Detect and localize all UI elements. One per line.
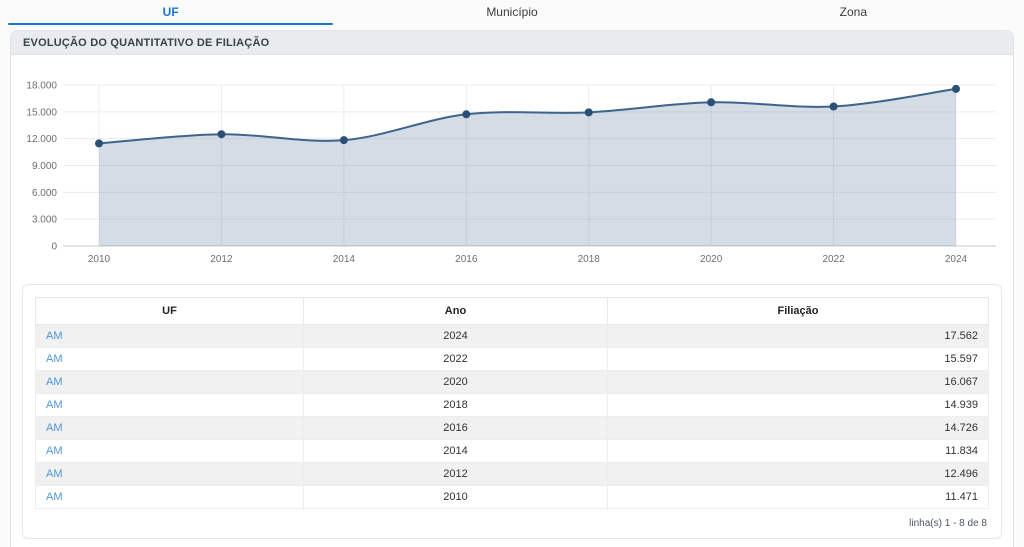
uf-cell: AM — [36, 325, 304, 348]
chart-data-point — [217, 130, 225, 138]
filiation-table: UF Ano Filiação AM 202417.562 AM 202215.597… — [35, 297, 989, 509]
filiacao-cell: 12.496 — [608, 463, 989, 486]
table-header-row: UF Ano Filiação — [36, 298, 989, 325]
table-row: AM 201814.939 — [36, 394, 989, 417]
x-axis-tick-label: 2024 — [945, 254, 968, 265]
filiation-panel: EVOLUÇÃO DO QUANTITATIVO DE FILIAÇÃO 0 3.… — [10, 30, 1014, 547]
table-row: AM 201212.496 — [36, 463, 989, 486]
uf-cell: AM — [36, 486, 304, 509]
column-header-ano: Ano — [304, 298, 608, 325]
filiation-table-panel: UF Ano Filiação AM 202417.562 AM 202215.597… — [22, 284, 1002, 539]
filiacao-cell: 11.834 — [608, 440, 989, 463]
y-axis-tick-label: 9.000 — [32, 161, 57, 172]
row-count-status: linha(s) 1 - 8 de 8 — [35, 509, 989, 536]
x-axis-tick-label: 2012 — [210, 254, 233, 265]
uf-link[interactable]: AM — [46, 468, 63, 480]
ano-cell: 2020 — [304, 371, 608, 394]
x-axis-tick-label: 2014 — [333, 254, 356, 265]
tab-municipio[interactable]: Município — [341, 3, 682, 26]
filiacao-cell: 15.597 — [608, 348, 989, 371]
y-axis-tick-label: 0 — [51, 242, 57, 253]
chart-data-point — [585, 108, 593, 116]
ano-cell: 2022 — [304, 348, 608, 371]
uf-link[interactable]: AM — [46, 330, 63, 342]
chart-data-point — [462, 110, 470, 118]
panel-title: EVOLUÇÃO DO QUANTITATIVO DE FILIAÇÃO — [11, 31, 1013, 55]
y-axis-tick-label: 15.000 — [26, 107, 57, 118]
x-axis-tick-label: 2010 — [88, 254, 111, 265]
uf-link[interactable]: AM — [46, 399, 63, 411]
table-row: AM 201411.834 — [36, 440, 989, 463]
filiacao-cell: 16.067 — [608, 371, 989, 394]
table-row: AM 201614.726 — [36, 417, 989, 440]
table-row: AM 201011.471 — [36, 486, 989, 509]
tab-bar: UF Município Zona — [0, 0, 1024, 26]
x-axis-tick-label: 2016 — [455, 254, 478, 265]
uf-link[interactable]: AM — [46, 422, 63, 434]
ano-cell: 2018 — [304, 394, 608, 417]
ano-cell: 2012 — [304, 463, 608, 486]
table-body: AM 202417.562 AM 202215.597 AM 202016.067 AM 20… — [36, 325, 989, 509]
filiacao-cell: 14.939 — [608, 394, 989, 417]
chart-canvas: 0 3.000 6.000 9.000 12.000 15.000 18.000 2010 20… — [11, 55, 1012, 270]
y-axis-tick-label: 6.000 — [32, 188, 57, 199]
uf-cell: AM — [36, 371, 304, 394]
uf-cell: AM — [36, 440, 304, 463]
table-row: AM 202417.562 — [36, 325, 989, 348]
y-axis-tick-label: 18.000 — [26, 81, 57, 92]
x-axis-tick-label: 2020 — [700, 254, 723, 265]
y-axis-tick-label: 3.000 — [32, 215, 57, 226]
uf-cell: AM — [36, 394, 304, 417]
ano-cell: 2014 — [304, 440, 608, 463]
uf-link[interactable]: AM — [46, 445, 63, 457]
table-row: AM 202016.067 — [36, 371, 989, 394]
table-row: AM 202215.597 — [36, 348, 989, 371]
uf-link[interactable]: AM — [46, 491, 63, 503]
tab-zona[interactable]: Zona — [683, 3, 1024, 26]
ano-cell: 2016 — [304, 417, 608, 440]
ano-cell: 2010 — [304, 486, 608, 509]
chart-data-point — [95, 139, 103, 147]
chart-data-point — [707, 98, 715, 106]
chart-data-point — [830, 102, 838, 110]
ano-cell: 2024 — [304, 325, 608, 348]
filiacao-cell: 14.726 — [608, 417, 989, 440]
y-axis-tick-label: 12.000 — [26, 134, 57, 145]
column-header-uf: UF — [36, 298, 304, 325]
uf-cell: AM — [36, 348, 304, 371]
uf-link[interactable]: AM — [46, 376, 63, 388]
tab-uf[interactable]: UF — [0, 3, 341, 26]
uf-cell: AM — [36, 417, 304, 440]
uf-link[interactable]: AM — [46, 353, 63, 365]
chart-data-point — [340, 136, 348, 144]
uf-cell: AM — [36, 463, 304, 486]
x-axis-tick-label: 2022 — [822, 254, 845, 265]
chart-data-point — [952, 85, 960, 93]
filiation-area-chart: 0 3.000 6.000 9.000 12.000 15.000 18.000 2010 20… — [11, 55, 1013, 270]
filiacao-cell: 11.471 — [608, 486, 989, 509]
filiacao-cell: 17.562 — [608, 325, 989, 348]
x-axis-tick-label: 2018 — [578, 254, 601, 265]
column-header-filiacao: Filiação — [608, 298, 989, 325]
